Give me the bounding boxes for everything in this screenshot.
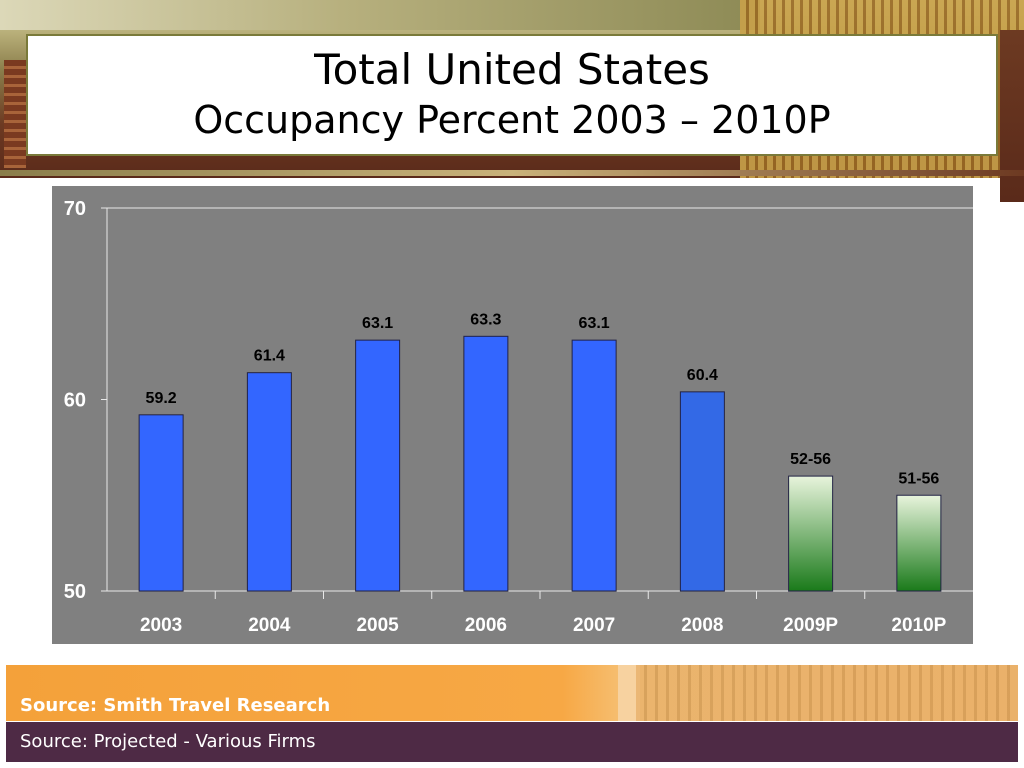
data-label-2006: 63.3 (470, 311, 501, 328)
x-tick-label-2005: 2005 (356, 615, 399, 636)
x-tick-label-2009P: 2009P (783, 615, 838, 636)
header-stripe (0, 0, 760, 30)
bar-2006 (463, 335, 509, 592)
bar-2008 (679, 391, 725, 592)
data-label-2009P: 52-56 (790, 451, 831, 468)
bar-2010P (896, 494, 942, 592)
x-tick-label-2003: 2003 (140, 615, 182, 636)
bar-2005 (355, 339, 401, 592)
slide-subtitle: Occupancy Percent 2003 – 2010P (193, 98, 831, 142)
footer-bar (6, 722, 1018, 762)
data-label-2010P: 51-56 (898, 470, 939, 487)
x-tick-label-2008: 2008 (681, 615, 723, 636)
bar-2009P (788, 475, 834, 592)
bar-2007 (571, 339, 617, 592)
chart-panel: 50 60 70 59.2 2003 61.4 2004 63.1 2005 63.3 2006 63… (52, 186, 973, 644)
footer-band (6, 665, 1018, 721)
data-label-2004: 61.4 (254, 348, 285, 365)
y-tick-label: 70 (64, 198, 86, 220)
x-tick-label-2007: 2007 (573, 615, 615, 636)
y-tick-label: 50 (64, 581, 86, 603)
data-label-2007: 63.1 (579, 315, 610, 332)
data-label-2005: 63.1 (362, 315, 393, 332)
x-tick-label-2010P: 2010P (891, 615, 946, 636)
x-tick-label-2006: 2006 (465, 615, 507, 636)
footer-building-image (636, 665, 1018, 721)
data-label-2008: 60.4 (687, 367, 718, 384)
slide-title: Total United States (314, 45, 710, 94)
bar-2003 (138, 414, 184, 592)
data-label-2003: 59.2 (146, 390, 177, 407)
occupancy-bar-chart: 50 60 70 59.2 2003 61.4 2004 63.1 2005 63.3 2006 63… (64, 198, 973, 636)
header-right-edge (1000, 30, 1024, 202)
y-tick-label: 60 (64, 390, 86, 412)
header-building-left (4, 60, 26, 168)
title-box: Total United States Occupancy Percent 20… (26, 34, 998, 156)
bar-2004 (246, 372, 292, 592)
source-primary: Source: Smith Travel Research (20, 695, 331, 716)
x-tick-label-2004: 2004 (248, 615, 291, 636)
header-divider (0, 170, 1024, 176)
source-secondary: Source: Projected - Various Firms (20, 731, 316, 752)
footer-light-strip (618, 665, 640, 721)
